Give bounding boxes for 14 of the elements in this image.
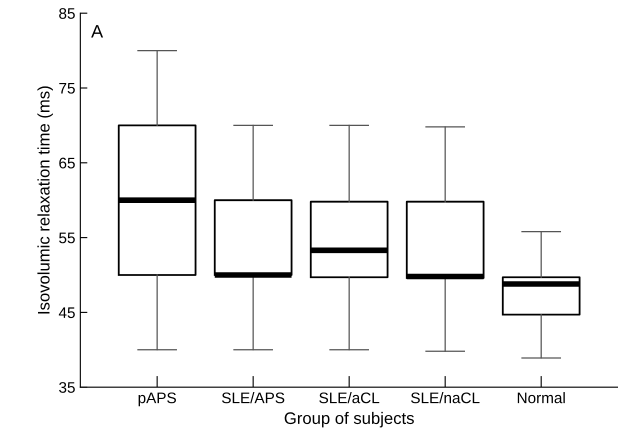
- y-tick-label: 85: [59, 8, 75, 19]
- y-axis-title: Isovolumic relaxation time (ms): [37, 86, 53, 314]
- y-tick-label: 35: [59, 382, 75, 393]
- y-tick-label: 65: [59, 158, 75, 168]
- y-tick-label: 45: [58, 307, 75, 318]
- x-tick-label: SLE/APS: [222, 392, 284, 404]
- y-tick-label: 55: [59, 232, 75, 244]
- x-tick-label: pAPS: [138, 392, 176, 406]
- annotation: A: [91, 25, 104, 38]
- x-tick-label: SLE/naCL: [411, 392, 480, 404]
- x-axis-title: Group of subjects: [284, 412, 414, 428]
- x-tick-label: Normal: [518, 392, 565, 404]
- y-tick-label: 75: [59, 83, 75, 94]
- x-tick-label: SLE/aCL: [319, 392, 380, 404]
